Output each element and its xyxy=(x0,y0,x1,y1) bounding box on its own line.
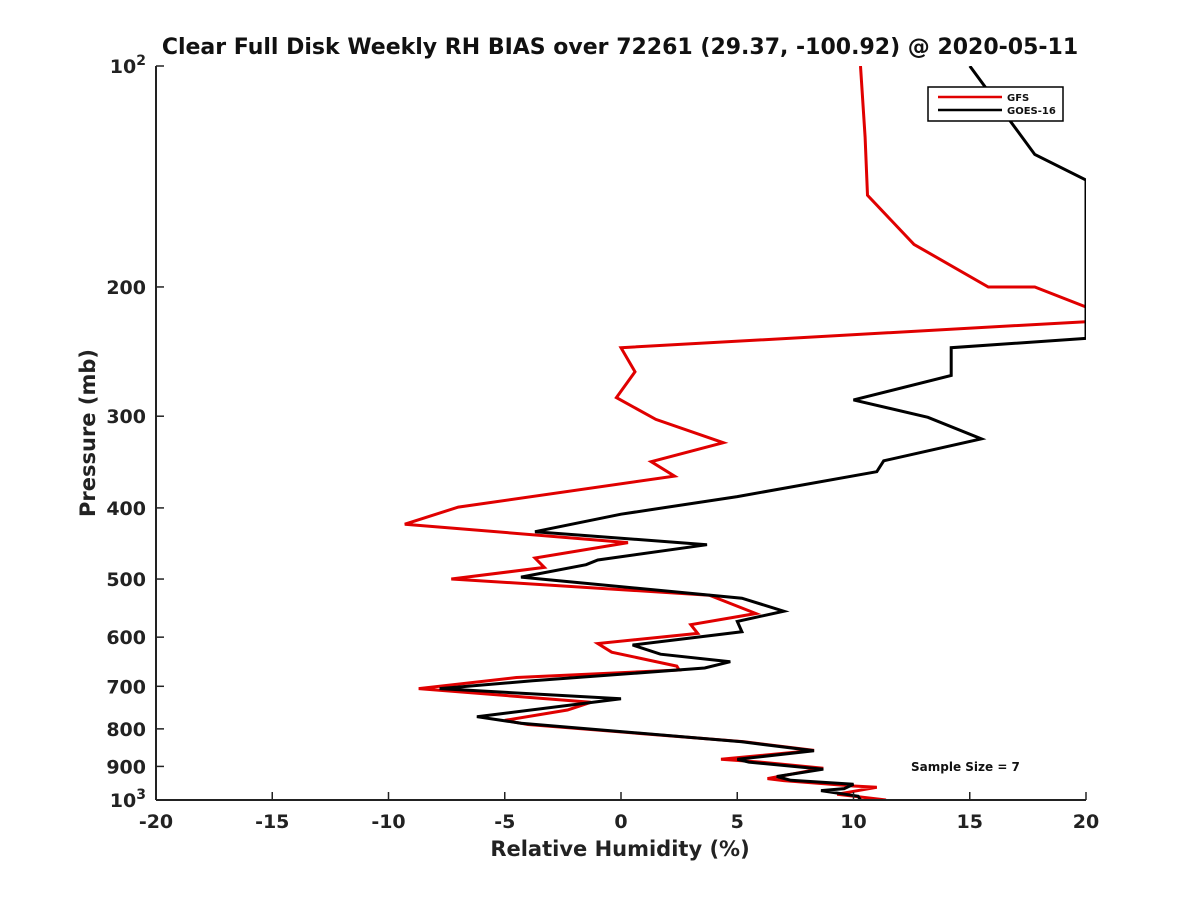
y-tick-label: 103 xyxy=(110,787,146,812)
x-tick-label: -20 xyxy=(139,811,173,833)
x-axis-ticks: -20 -15 -10 -5 0 5 10 15 20 xyxy=(139,792,1099,833)
y-tick-label: 600 xyxy=(106,627,146,649)
x-tick-label: 0 xyxy=(614,811,627,833)
y-tick-label: 102 xyxy=(110,53,146,78)
legend-box xyxy=(927,86,1064,122)
x-tick-label: 15 xyxy=(957,811,983,833)
y-tick-label: 900 xyxy=(106,756,146,778)
x-tick-label: -10 xyxy=(371,811,405,833)
y-axis-label: Pressure (mb) xyxy=(76,349,100,517)
series-line-gfs xyxy=(404,66,1086,800)
legend-label-goes16: GOES-16 xyxy=(1007,106,1056,117)
y-axis-ticks: 102 200 300 400 500 600 700 800 900 103 xyxy=(106,53,164,812)
chart-title: Clear Full Disk Weekly RH BIAS over 7226… xyxy=(162,35,1078,60)
x-tick-label: 10 xyxy=(840,811,866,833)
x-axis-label: Relative Humidity (%) xyxy=(490,837,749,861)
y-tick-label: 500 xyxy=(106,569,146,591)
x-tick-label: 20 xyxy=(1073,811,1099,833)
y-tick-label: 200 xyxy=(106,277,146,299)
series-line-goes16 xyxy=(439,66,1086,800)
sample-size-annotation: Sample Size = 7 xyxy=(911,760,1020,774)
y-tick-label: 300 xyxy=(106,406,146,428)
y-tick-label: 800 xyxy=(106,719,146,741)
y-tick-label: 400 xyxy=(106,498,146,520)
plot-area xyxy=(404,66,1086,800)
x-tick-label: -15 xyxy=(255,811,289,833)
x-tick-label: 5 xyxy=(731,811,744,833)
legend-label-gfs: GFS xyxy=(1007,93,1029,104)
y-tick-label: 700 xyxy=(106,676,146,698)
legend: GFS GOES-16 xyxy=(927,86,1064,122)
axes xyxy=(155,66,1086,801)
x-tick-label: -5 xyxy=(494,811,515,833)
